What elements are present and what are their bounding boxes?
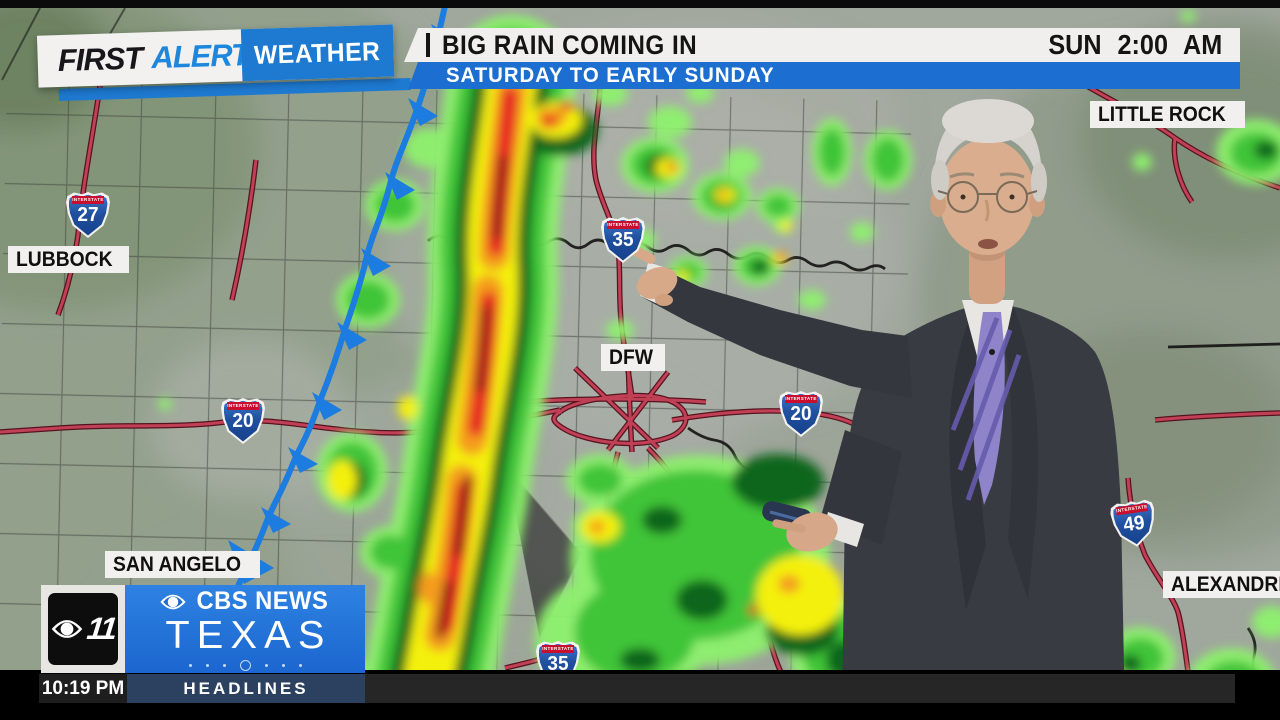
cbs11-logo: 11 xyxy=(48,593,118,665)
decorative-dots xyxy=(188,660,302,671)
city-label-dfw: DFW xyxy=(601,344,665,372)
logo-weather: WEATHER xyxy=(253,35,382,70)
clock: 10:19 PM xyxy=(39,674,127,703)
logo-weather-box: WEATHER xyxy=(240,24,395,82)
meteorologist xyxy=(608,99,1125,720)
interstate-band: INTERSTATE xyxy=(542,645,574,653)
channel-number: 11 xyxy=(85,611,118,646)
logo-first: FIRST xyxy=(57,40,143,79)
cbs-eye-icon xyxy=(160,594,186,609)
headline-text: BIG RAIN COMING IN xyxy=(442,29,698,60)
headline-divider xyxy=(426,33,430,57)
cbs-news-texas-panel: CBS NEWS TEXAS xyxy=(125,585,365,673)
shield-number: 20 xyxy=(232,410,254,432)
city-label-little-rock: LITTLE ROCK xyxy=(1090,101,1245,129)
ticker-bar: 10:19 PM HEADLINES xyxy=(39,674,1235,703)
city-label-lubbock: LUBBOCK xyxy=(8,246,129,274)
interstate-band: INTERSTATE xyxy=(785,395,817,403)
interstate-band: INTERSTATE xyxy=(72,196,104,204)
subheadline-text: SATURDAY TO EARLY SUNDAY xyxy=(446,63,775,87)
shield-number: 27 xyxy=(77,204,99,226)
forecast-timestamp: SUN 2:00 AM xyxy=(1048,29,1222,60)
shield-number: 35 xyxy=(612,229,634,251)
headline-bar: BIG RAIN COMING IN SUN 2:00 AM xyxy=(404,28,1240,62)
interstate-band: INTERSTATE xyxy=(607,221,639,229)
interstate-band: INTERSTATE xyxy=(227,402,259,410)
ticker-section-label: HEADLINES xyxy=(127,674,365,703)
shield-number: 20 xyxy=(790,403,812,425)
subheadline-bar: SATURDAY TO EARLY SUNDAY xyxy=(408,62,1240,89)
shield-number: 35 xyxy=(547,653,569,675)
cbs11-logo-box: 11 xyxy=(41,585,125,673)
network-name: CBS NEWS xyxy=(196,587,328,615)
letterbox-top xyxy=(0,0,1280,8)
network-row: CBS NEWS xyxy=(159,587,332,616)
logo-alert: ALERT xyxy=(150,37,250,76)
city-label-san-angelo: SAN ANGELO xyxy=(105,551,261,579)
logo-box: FIRST ALERT WEATHER xyxy=(36,24,395,88)
cbs-eye-icon xyxy=(52,620,83,638)
first-alert-weather-logo: FIRST ALERT WEATHER xyxy=(36,20,411,111)
region-name: TEXAS xyxy=(165,614,332,657)
city-label-alexandria: ALEXANDRIA xyxy=(1163,571,1280,599)
